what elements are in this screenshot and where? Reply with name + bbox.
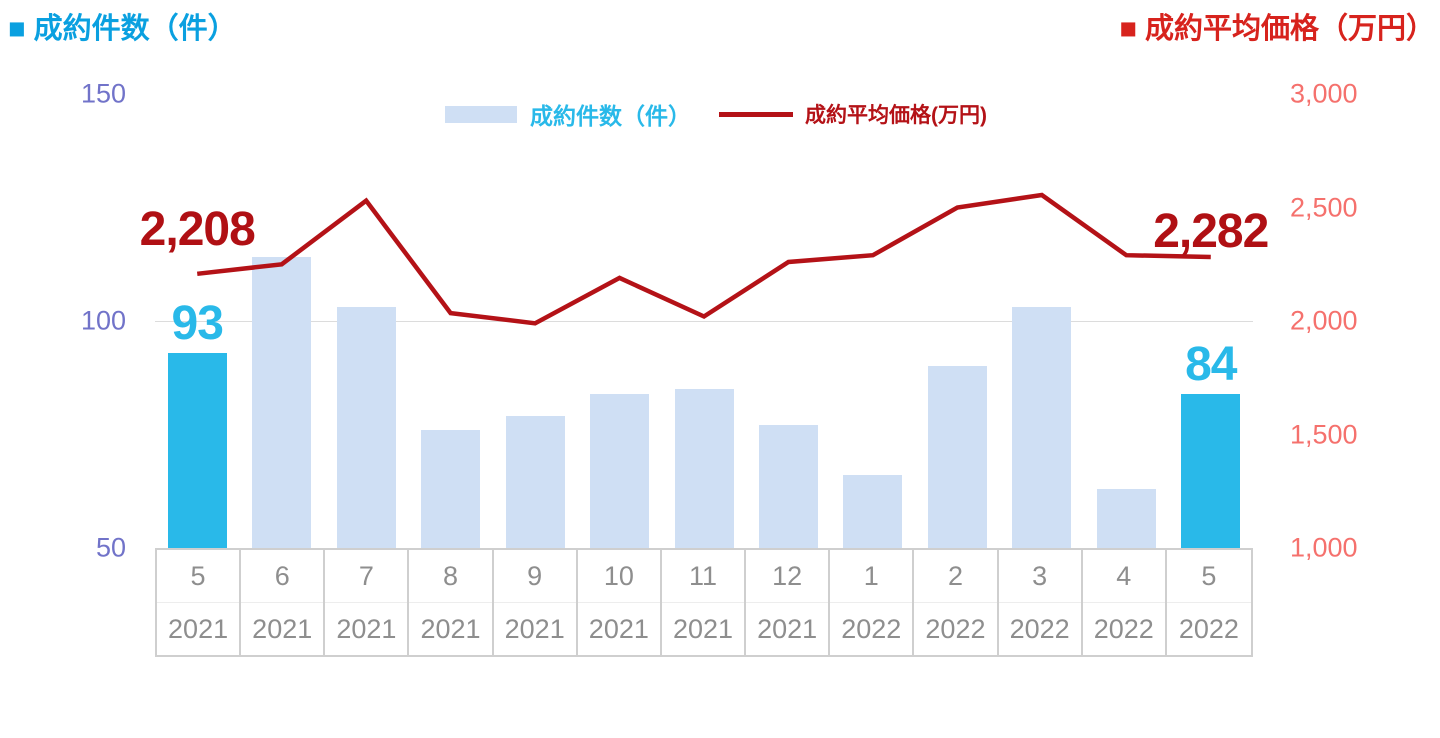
bar-5-2021 — [167, 352, 227, 548]
x-cell-5-2022: 5 2022 — [1166, 550, 1251, 655]
y-tick-left: 50 — [95, 532, 126, 563]
price-label-5-2022: 2,282 — [1153, 205, 1269, 258]
x-month-label: 11 — [661, 550, 745, 603]
y-tick-right: 2,500 — [1290, 192, 1358, 222]
x-year-label: 2021 — [588, 613, 649, 644]
x-year-label: 2021 — [336, 613, 397, 644]
x-month-label: 5 — [1166, 550, 1251, 603]
y-tick-right: 1,000 — [1290, 532, 1358, 563]
x-year-label: 2021 — [168, 613, 229, 644]
count-label-5-2021: 93 — [171, 296, 224, 350]
x-month-label: 3 — [998, 550, 1081, 603]
x-year-label: 2021 — [252, 613, 313, 644]
bar-7-2021 — [336, 307, 396, 548]
x-cell-11-2021: 11 2021 — [661, 550, 747, 655]
count-label-5-2022: 84 — [1185, 337, 1237, 391]
right-axis-title: ■ 成約平均価格（万円） — [1119, 13, 1435, 45]
y-tick-left: 150 — [80, 78, 126, 109]
price-line — [196, 192, 1211, 326]
price-polyline — [196, 192, 1211, 326]
x-year-label: 2021 — [420, 613, 481, 644]
x-cell-8-2021: 8 2021 — [409, 550, 494, 655]
x-month-label: 10 — [577, 550, 660, 603]
bar-3-2022 — [1012, 307, 1072, 548]
x-month-label: 5 — [157, 550, 240, 603]
y-axis-right: 3,000 2,500 2,000 1,500 1,000 — [1290, 79, 1435, 563]
x-month-label: 2 — [914, 550, 997, 603]
x-year-label: 2022 — [1009, 613, 1070, 644]
x-cell-2-2022: 2 2022 — [914, 550, 999, 655]
bar-4-2022 — [1096, 488, 1156, 548]
y-tick-left: 100 — [80, 305, 126, 336]
x-month-label: 9 — [493, 550, 576, 603]
x-year-label: 2022 — [925, 613, 986, 644]
x-year-label: 2022 — [1178, 613, 1239, 644]
legend-bar-swatch-icon — [445, 105, 517, 123]
x-cell-10-2021: 10 2021 — [577, 550, 662, 655]
x-axis-table: 5 2021 6 2021 7 2021 8 2021 9 2021 10 2021 11 2021 12 2… — [155, 548, 1253, 657]
x-year-label: 2021 — [672, 613, 734, 644]
bar-8-2021 — [421, 429, 481, 548]
bar-6-2021 — [252, 257, 312, 548]
bar-5-2022 — [1181, 393, 1241, 548]
bars-layer — [155, 94, 1253, 548]
x-cell-9-2021: 9 2021 — [493, 550, 578, 655]
bar-12-2021 — [758, 425, 818, 548]
legend-line-label: 成約平均価格(万円) — [805, 104, 987, 127]
x-month-label: 6 — [241, 550, 324, 603]
x-month-label: 7 — [325, 550, 408, 603]
x-cell-7-2021: 7 2021 — [325, 550, 410, 655]
legend-bars-label: 成約件数（件） — [530, 103, 691, 129]
x-cell-6-2021: 6 2021 — [241, 550, 326, 655]
legend-line-swatch-icon — [719, 111, 793, 117]
x-cell-1-2022: 1 2022 — [830, 550, 915, 655]
x-cell-12-2021: 12 2021 — [746, 550, 831, 655]
left-axis-title: ■ 成約件数（件） — [8, 13, 237, 45]
x-month-label: 4 — [1082, 550, 1165, 603]
y-tick-right: 1,500 — [1290, 419, 1358, 449]
bar-11-2021 — [674, 389, 734, 548]
price-label-5-2021: 2,208 — [139, 202, 256, 256]
x-month-label: 8 — [409, 550, 492, 603]
x-cell-3-2022: 3 2022 — [998, 550, 1083, 655]
legend: 成約件数（件） 成約平均価格(万円) — [445, 100, 987, 129]
x-month-label: 12 — [746, 550, 829, 603]
x-cell-5-2021: 5 2021 — [157, 550, 242, 655]
gridline — [155, 321, 1253, 322]
x-year-label: 2022 — [841, 613, 902, 644]
bar-1-2022 — [843, 475, 903, 548]
x-month-label: 1 — [830, 550, 913, 603]
bar-2-2022 — [927, 366, 987, 548]
y-axis-left: 150 100 50 — [36, 79, 126, 563]
bar-10-2021 — [590, 393, 650, 548]
x-cell-4-2022: 4 2022 — [1082, 550, 1167, 655]
x-year-label: 2021 — [504, 613, 565, 644]
x-year-label: 2021 — [757, 613, 818, 644]
y-tick-right: 2,000 — [1290, 305, 1358, 336]
plot-area: 2,208 93 2,282 84 — [140, 94, 1270, 548]
y-tick-right: 3,000 — [1290, 78, 1358, 109]
bar-9-2021 — [505, 416, 565, 548]
x-year-label: 2022 — [1093, 613, 1154, 644]
annotations-layer: 2,208 93 2,282 84 — [140, 94, 1270, 548]
